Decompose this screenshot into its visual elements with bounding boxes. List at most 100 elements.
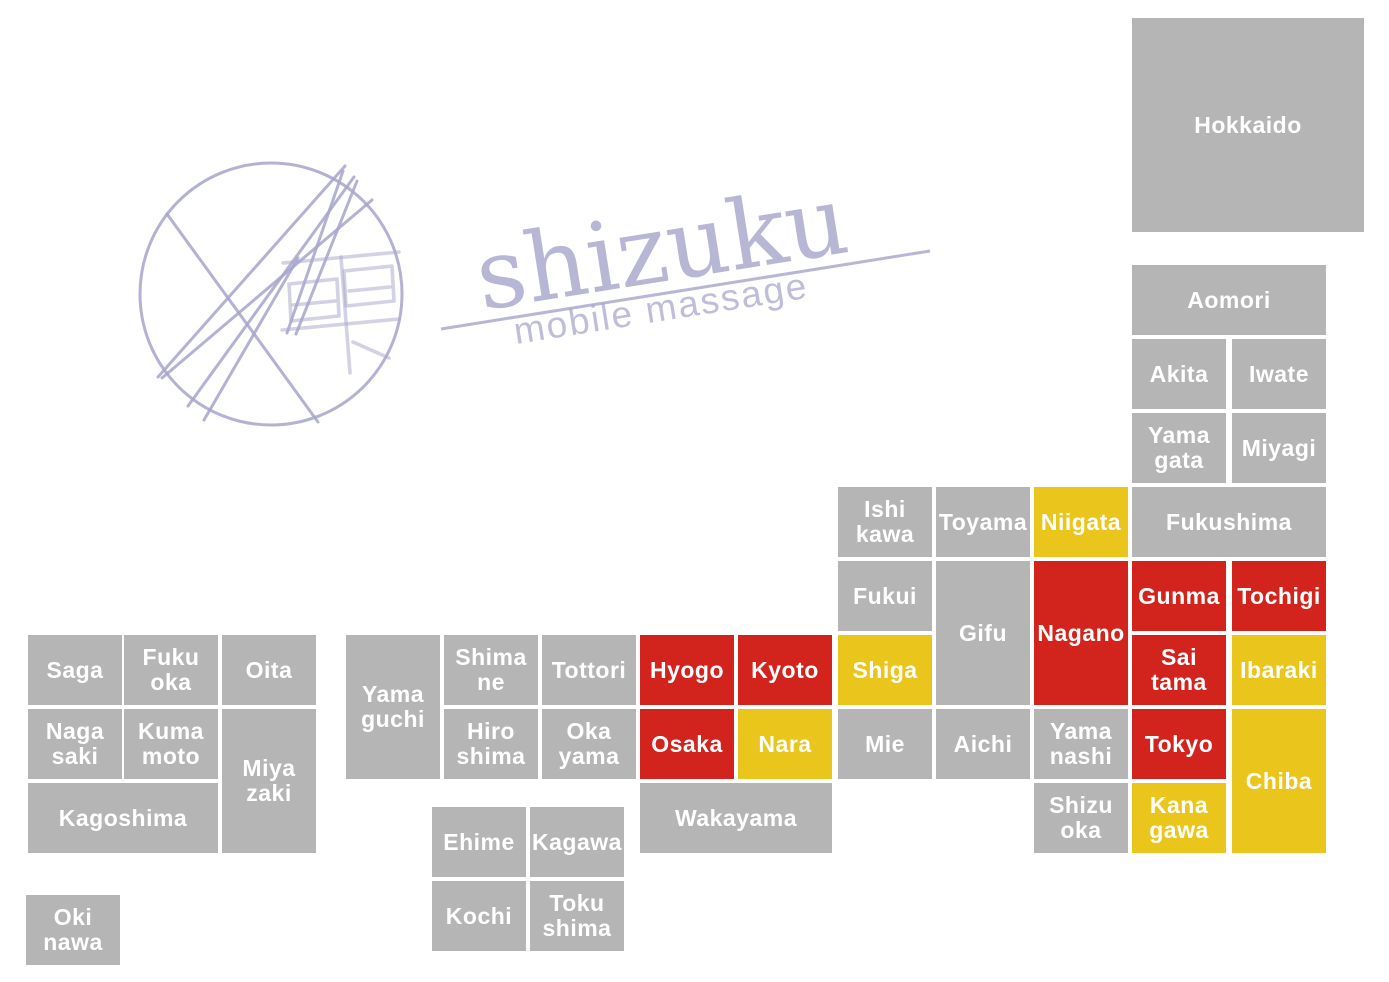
prefecture-tile-chiba[interactable]: Chiba <box>1232 709 1326 853</box>
prefecture-label: Gunma <box>1138 582 1220 609</box>
prefecture-label: Shiga <box>852 656 918 683</box>
prefecture-label: Yama gata <box>1147 422 1211 473</box>
prefecture-label: Chiba <box>1245 767 1313 794</box>
prefecture-tile-hyogo[interactable]: Hyogo <box>640 635 734 705</box>
prefecture-tile-aomori[interactable]: Aomori <box>1132 265 1326 335</box>
prefecture-tile-hokkaido[interactable]: Hokkaido <box>1132 18 1364 232</box>
prefecture-tile-aichi[interactable]: Aichi <box>936 709 1030 779</box>
prefecture-label: Niigata <box>1040 508 1122 535</box>
prefecture-label: Tokyo <box>1144 730 1214 757</box>
prefecture-tile-shizuoka[interactable]: Shizu oka <box>1034 783 1128 853</box>
prefecture-tile-akita[interactable]: Akita <box>1132 339 1226 409</box>
prefecture-label: Ishi kawa <box>855 496 915 547</box>
prefecture-label: Shizu oka <box>1049 792 1113 843</box>
prefecture-label: Kyoto <box>751 656 819 683</box>
prefecture-tile-yamagata[interactable]: Yama gata <box>1132 413 1226 483</box>
prefecture-label: Oita <box>245 656 293 683</box>
prefecture-label: Kuma moto <box>138 718 204 769</box>
prefecture-tile-tochigi[interactable]: Tochigi <box>1232 561 1326 631</box>
prefecture-label: Miyagi <box>1241 434 1317 461</box>
prefecture-tile-okayama[interactable]: Oka yama <box>542 709 636 779</box>
prefecture-tile-oita[interactable]: Oita <box>222 635 316 705</box>
prefecture-label: Hiro shima <box>456 718 526 769</box>
prefecture-label: Aomori <box>1187 286 1271 313</box>
prefecture-label: Toyama <box>938 508 1028 535</box>
prefecture-tile-shimane[interactable]: Shima ne <box>444 635 538 705</box>
prefecture-tile-niigata[interactable]: Niigata <box>1034 487 1128 557</box>
shizuku-logo-mark-icon <box>138 161 404 427</box>
prefecture-tile-osaka[interactable]: Osaka <box>640 709 734 779</box>
shizuku-kanji-icon <box>280 250 401 375</box>
prefecture-tile-gifu[interactable]: Gifu <box>936 561 1030 705</box>
prefecture-label: Toku shima <box>542 890 612 941</box>
prefecture-tile-fukuoka[interactable]: Fuku oka <box>124 635 218 705</box>
prefecture-label: Hokkaido <box>1194 111 1302 138</box>
prefecture-label: Saga <box>46 656 104 683</box>
prefecture-tile-nagasaki[interactable]: Naga saki <box>28 709 122 779</box>
prefecture-label: Aichi <box>953 730 1013 757</box>
prefecture-label: Kagoshima <box>58 804 188 831</box>
prefecture-label: Ibaraki <box>1240 656 1318 683</box>
prefecture-label: Nagano <box>1037 619 1125 646</box>
prefecture-label: Osaka <box>651 730 723 757</box>
prefecture-tile-yamanashi[interactable]: Yama nashi <box>1034 709 1128 779</box>
prefecture-tile-kumamoto[interactable]: Kuma moto <box>124 709 218 779</box>
prefecture-label: Mie <box>865 730 905 757</box>
logo-circle-icon <box>138 161 404 427</box>
prefecture-tile-miyazaki[interactable]: Miya zaki <box>222 709 316 853</box>
prefecture-label: Miya zaki <box>242 755 296 806</box>
prefecture-tile-iwate[interactable]: Iwate <box>1232 339 1326 409</box>
prefecture-label: Tochigi <box>1237 582 1321 609</box>
prefecture-label: Fukui <box>853 582 917 609</box>
prefecture-tile-tokushima[interactable]: Toku shima <box>530 881 624 951</box>
prefecture-tile-ibaraki[interactable]: Ibaraki <box>1232 635 1326 705</box>
prefecture-label: Oki nawa <box>43 904 103 955</box>
prefecture-tile-wakayama[interactable]: Wakayama <box>640 783 832 853</box>
prefecture-label: Kagawa <box>532 828 622 855</box>
prefecture-label: Nara <box>758 730 812 757</box>
prefecture-label: Kana gawa <box>1149 792 1209 843</box>
prefecture-tile-saitama[interactable]: Sai tama <box>1132 635 1226 705</box>
logo-underline <box>440 249 931 331</box>
prefecture-label: Ehime <box>443 828 515 855</box>
prefecture-label: Naga saki <box>45 718 105 769</box>
prefecture-tile-gunma[interactable]: Gunma <box>1132 561 1226 631</box>
prefecture-tile-kagoshima[interactable]: Kagoshima <box>28 783 218 853</box>
prefecture-tile-tokyo[interactable]: Tokyo <box>1132 709 1226 779</box>
prefecture-tile-yamaguchi[interactable]: Yama guchi <box>346 635 440 779</box>
prefecture-label: Kochi <box>445 902 513 929</box>
prefecture-tile-fukui[interactable]: Fukui <box>838 561 932 631</box>
prefecture-tile-okinawa[interactable]: Oki nawa <box>26 895 120 965</box>
prefecture-label: Sai tama <box>1151 644 1207 695</box>
prefecture-tile-fukushima[interactable]: Fukushima <box>1132 487 1326 557</box>
prefecture-label: Hyogo <box>649 656 725 683</box>
prefecture-label: Gifu <box>959 619 1007 646</box>
prefecture-tile-kanagawa[interactable]: Kana gawa <box>1132 783 1226 853</box>
prefecture-tile-miyagi[interactable]: Miyagi <box>1232 413 1326 483</box>
prefecture-tile-shiga[interactable]: Shiga <box>838 635 932 705</box>
prefecture-label: Iwate <box>1248 360 1310 387</box>
prefecture-label: Akita <box>1149 360 1209 387</box>
prefecture-label: Shima ne <box>455 644 527 695</box>
prefecture-label: Fukushima <box>1166 508 1292 535</box>
prefecture-tile-nagano[interactable]: Nagano <box>1034 561 1128 705</box>
prefecture-label: Yama nashi <box>1049 718 1113 769</box>
prefecture-tile-saga[interactable]: Saga <box>28 635 122 705</box>
prefecture-tile-mie[interactable]: Mie <box>838 709 932 779</box>
prefecture-tile-ishikawa[interactable]: Ishi kawa <box>838 487 932 557</box>
prefecture-tile-kagawa[interactable]: Kagawa <box>530 807 624 877</box>
prefecture-tile-toyama[interactable]: Toyama <box>936 487 1030 557</box>
prefecture-tile-nara[interactable]: Nara <box>738 709 832 779</box>
prefecture-tile-hiroshima[interactable]: Hiro shima <box>444 709 538 779</box>
prefecture-label: Tottori <box>551 656 627 683</box>
prefecture-tile-ehime[interactable]: Ehime <box>432 807 526 877</box>
prefecture-tile-kyoto[interactable]: Kyoto <box>738 635 832 705</box>
prefecture-label: Yama guchi <box>361 681 425 732</box>
prefecture-label: Wakayama <box>674 804 798 831</box>
prefecture-tile-tottori[interactable]: Tottori <box>542 635 636 705</box>
prefecture-tile-kochi[interactable]: Kochi <box>432 881 526 951</box>
